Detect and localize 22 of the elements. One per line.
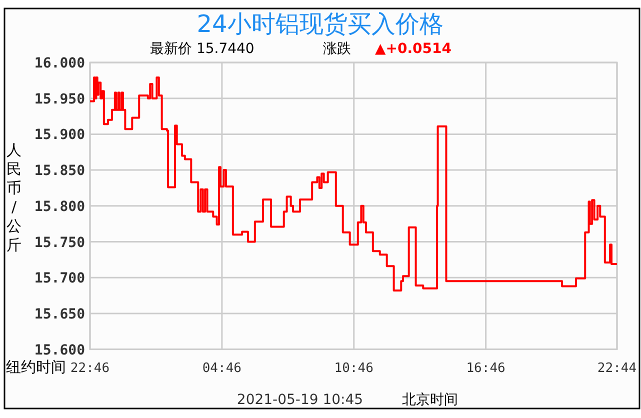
text: 2021-05-19 10:45	[236, 392, 364, 408]
x-tick-label: 22:46	[70, 361, 110, 376]
text: 北京时间	[402, 392, 458, 408]
x-axis-title: 纽约时间	[6, 358, 66, 376]
y-tick-label: 15.700	[34, 270, 85, 287]
y-tick-label: 15.650	[34, 306, 85, 322]
text: ▲+0.0514	[375, 41, 452, 57]
chart-title: 24小时铝现货买入价格	[196, 10, 444, 38]
y-tick-label: 15.750	[34, 234, 85, 251]
x-tick-label: 16:46	[466, 361, 506, 376]
y-tick-label: 15.950	[34, 91, 85, 108]
x-tick-label: 22:44	[597, 361, 637, 376]
y-tick-label: 15.800	[34, 198, 85, 215]
text: 涨跌	[323, 41, 351, 57]
x-tick-label: 04:46	[202, 361, 242, 376]
text: 最新价 15.7440	[150, 41, 254, 57]
x-tick-label: 10:46	[334, 361, 374, 376]
y-tick-label: 15.850	[34, 163, 85, 180]
y-tick-label: 15.900	[34, 127, 85, 144]
y-tick-label: 15.600	[34, 342, 85, 358]
y-tick-label: 16.000	[34, 56, 85, 72]
y-axis-title: 人民币/公斤	[6, 141, 22, 254]
